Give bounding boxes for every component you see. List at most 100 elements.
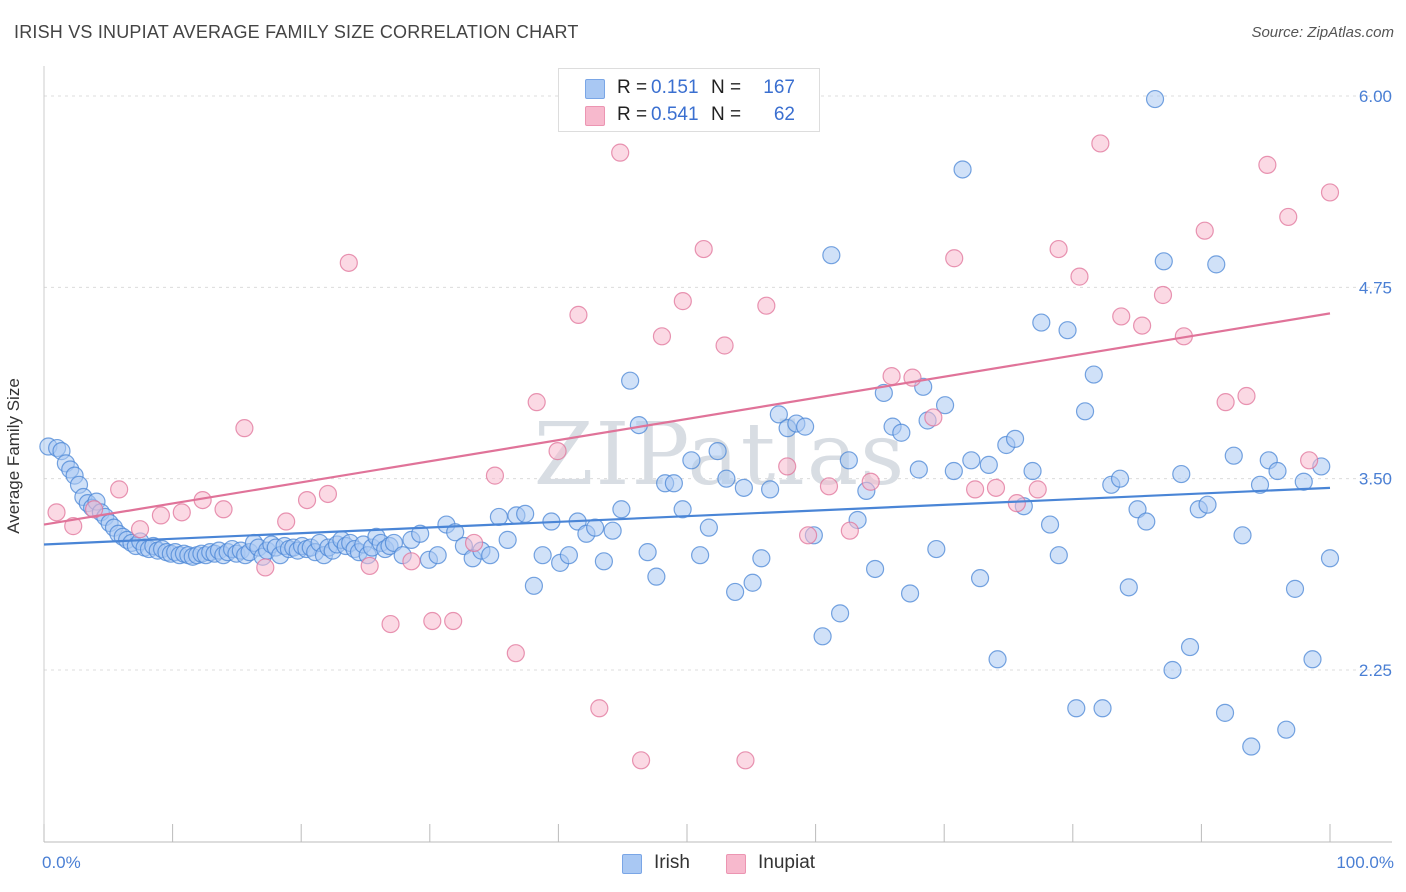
- point-irish-101: [586, 518, 605, 537]
- point-irish-175: [1224, 446, 1243, 465]
- legend-r-label: R =: [617, 104, 648, 125]
- point-inupiat-50: [1091, 134, 1110, 153]
- point-irish-157: [1067, 699, 1086, 718]
- point-irish-119: [743, 573, 762, 592]
- point-inupiat-34: [757, 296, 776, 315]
- point-irish-108: [647, 567, 666, 586]
- point-irish-116: [717, 469, 736, 488]
- trend-lines: [43, 312, 1331, 546]
- point-irish-160: [1093, 699, 1112, 718]
- point-inupiat-25: [569, 305, 588, 324]
- point-inupiat-2: [85, 500, 104, 519]
- point-irish-103: [603, 521, 622, 540]
- point-inupiat-61: [1320, 183, 1340, 202]
- legend-row-inupiat: R = 0.541 N = 62: [559, 102, 819, 128]
- point-irish-148: [988, 650, 1007, 669]
- point-irish-98: [559, 546, 578, 565]
- point-irish-164: [1128, 500, 1147, 519]
- point-irish-172: [1198, 495, 1217, 514]
- x-tick-label-min: 0.0%: [42, 853, 81, 872]
- bottom-legend-label: Irish: [654, 852, 690, 873]
- trend-line-inupiat: [43, 312, 1331, 526]
- point-irish-142: [935, 396, 955, 415]
- point-inupiat-38: [840, 521, 859, 540]
- point-irish-113: [691, 546, 710, 565]
- point-inupiat-12: [297, 490, 317, 510]
- point-irish-166: [1145, 89, 1165, 109]
- point-inupiat-45: [986, 478, 1006, 497]
- point-inupiat-60: [1300, 451, 1319, 470]
- data-points: [39, 89, 1340, 770]
- point-inupiat-37: [819, 477, 839, 496]
- point-inupiat-32: [715, 336, 734, 355]
- point-irish-105: [621, 371, 640, 390]
- point-inupiat-0: [47, 503, 66, 522]
- point-irish-93: [516, 504, 535, 523]
- point-irish-95: [533, 546, 552, 565]
- point-irish-110: [664, 474, 683, 493]
- point-irish-144: [953, 160, 972, 179]
- point-inupiat-29: [652, 327, 672, 346]
- legend-row-irish: R = 0.151 N = 167: [559, 75, 819, 101]
- bottom-legend-swatch-irish: [622, 854, 642, 874]
- chart-source: Source: ZipAtlas.com: [1251, 24, 1394, 41]
- legend-n-value: 62: [773, 104, 795, 125]
- point-inupiat-24: [548, 442, 567, 461]
- point-irish-177: [1242, 737, 1261, 756]
- point-inupiat-51: [1112, 307, 1131, 326]
- legend-r-value: 0.151: [651, 77, 699, 98]
- y-tick-label: 3.50: [1359, 470, 1392, 489]
- point-irish-118: [734, 478, 753, 497]
- trend-line-irish: [43, 486, 1331, 546]
- legend-swatch-irish: [585, 79, 605, 99]
- point-irish-128: [822, 246, 841, 265]
- point-irish-180: [1268, 461, 1287, 481]
- point-irish-184: [1303, 650, 1322, 669]
- point-irish-174: [1215, 703, 1235, 722]
- point-irish-94: [524, 576, 544, 595]
- point-irish-154: [1040, 515, 1060, 534]
- legend-swatch-inupiat: [585, 106, 605, 126]
- point-irish-89: [481, 546, 500, 565]
- point-irish-127: [813, 627, 832, 646]
- point-inupiat-33: [736, 751, 755, 770]
- point-inupiat-6: [172, 503, 191, 522]
- point-irish-170: [1180, 637, 1200, 657]
- point-irish-120: [752, 549, 771, 568]
- y-tick-label: 4.75: [1359, 278, 1392, 297]
- point-inupiat-3: [110, 480, 129, 499]
- point-irish-134: [874, 383, 893, 403]
- point-inupiat-19: [444, 611, 463, 631]
- point-irish-169: [1172, 464, 1191, 484]
- point-inupiat-31: [694, 239, 713, 259]
- point-irish-111: [673, 500, 692, 519]
- point-irish-183: [1294, 472, 1313, 491]
- legend-r-label: R =: [617, 77, 648, 98]
- legend-n-label: N =: [711, 77, 742, 98]
- point-inupiat-44: [965, 480, 985, 499]
- point-irish-121: [761, 480, 780, 499]
- x-tick-labels: 0.0% 100.0%: [42, 853, 1394, 872]
- point-irish-181: [1277, 720, 1296, 739]
- point-inupiat-22: [506, 644, 525, 663]
- point-irish-143: [944, 461, 963, 481]
- point-inupiat-11: [277, 512, 296, 531]
- point-irish-146: [970, 569, 990, 588]
- point-irish-163: [1119, 578, 1138, 597]
- point-irish-178: [1250, 475, 1270, 494]
- point-inupiat-20: [464, 533, 484, 553]
- point-irish-168: [1163, 660, 1182, 680]
- legend-r-value: 0.541: [651, 104, 699, 125]
- point-inupiat-21: [485, 466, 505, 485]
- y-tick-labels: 2.25 3.50 4.75 6.00: [1359, 87, 1392, 680]
- point-irish-137: [900, 584, 920, 603]
- point-irish-167: [1154, 252, 1173, 271]
- point-inupiat-10: [256, 558, 275, 577]
- bottom-legend-label: Inupiat: [758, 852, 816, 873]
- y-tick-label: 2.25: [1359, 661, 1392, 680]
- point-inupiat-57: [1237, 386, 1256, 406]
- chart-title: IRISH VS INUPIAT AVERAGE FAMILY SIZE COR…: [14, 22, 579, 42]
- point-irish-125: [796, 417, 815, 436]
- bottom-legend-swatch-inupiat: [726, 854, 746, 874]
